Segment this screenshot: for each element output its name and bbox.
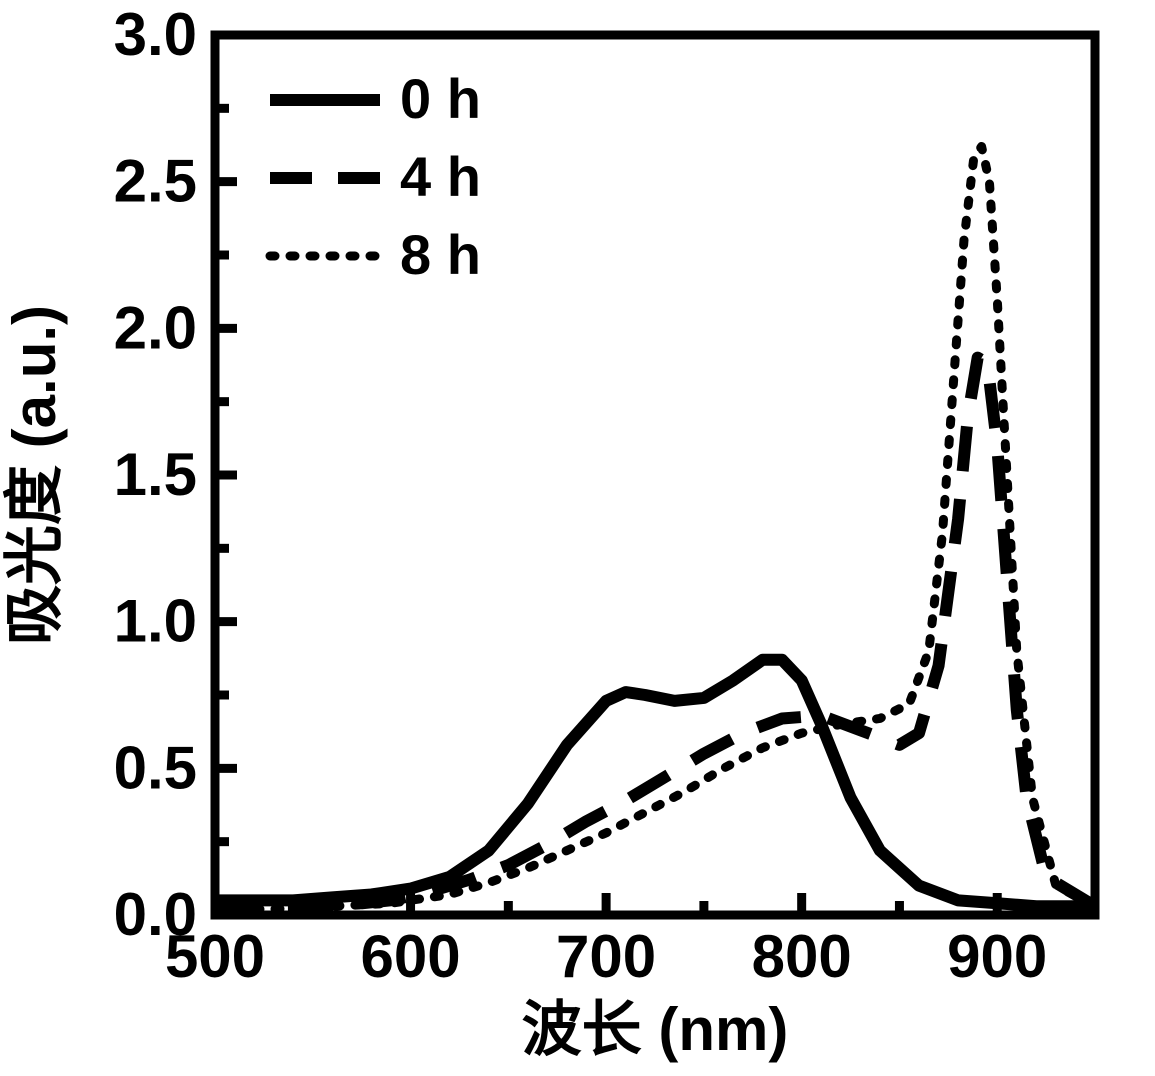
svg-text:波长 (nm): 波长 (nm) <box>522 996 789 1063</box>
svg-text:900: 900 <box>947 923 1047 990</box>
spectrum-chart: 5006007008009000.00.51.01.52.02.53.0波长 (… <box>0 0 1155 1076</box>
svg-text:2.5: 2.5 <box>114 148 197 215</box>
svg-text:0.0: 0.0 <box>114 881 197 948</box>
svg-text:4 h: 4 h <box>400 145 481 208</box>
svg-text:0.5: 0.5 <box>114 734 197 801</box>
svg-text:8 h: 8 h <box>400 223 481 286</box>
svg-text:1.0: 1.0 <box>114 588 197 655</box>
svg-text:吸光度 (a.u.): 吸光度 (a.u.) <box>1 305 68 645</box>
svg-text:600: 600 <box>361 923 461 990</box>
svg-text:0 h: 0 h <box>400 67 481 130</box>
svg-text:3.0: 3.0 <box>114 1 197 68</box>
svg-text:2.0: 2.0 <box>114 294 197 361</box>
svg-text:800: 800 <box>752 923 852 990</box>
chart-svg: 5006007008009000.00.51.01.52.02.53.0波长 (… <box>0 0 1155 1071</box>
svg-text:1.5: 1.5 <box>114 441 197 508</box>
svg-text:700: 700 <box>556 923 656 990</box>
